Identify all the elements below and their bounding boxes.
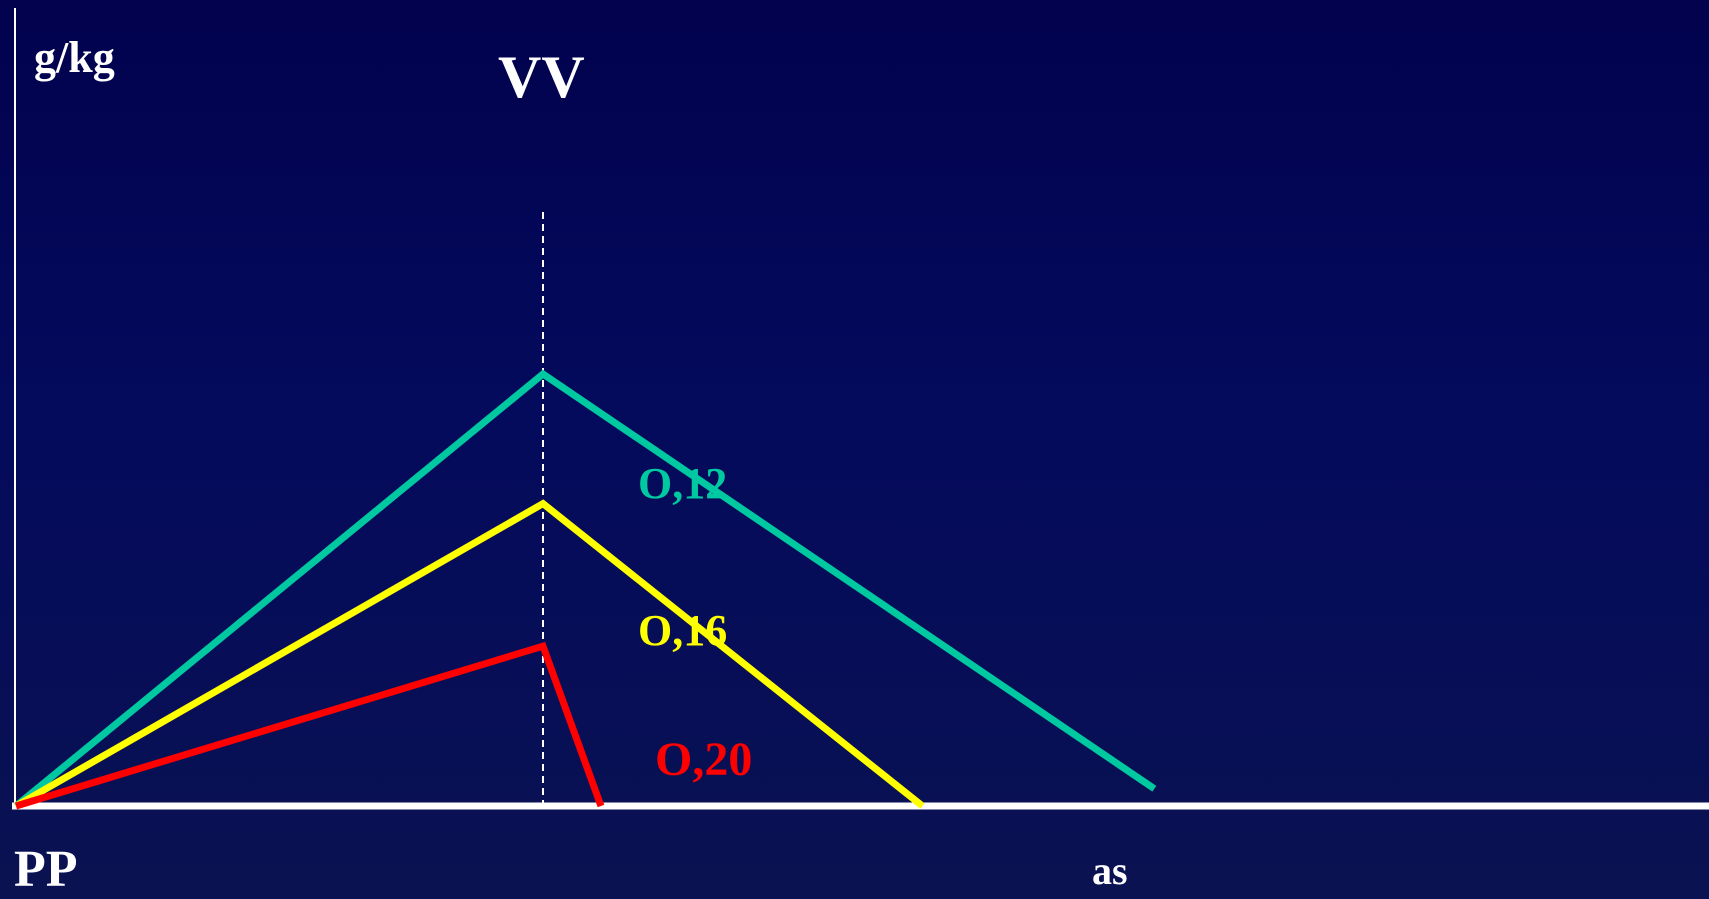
series-label-3: O,20 <box>655 733 752 786</box>
series-label-2: O,16 <box>638 606 727 655</box>
series-line-1 <box>13 369 1157 809</box>
origin-label: PP <box>14 841 78 898</box>
label-group: g/kg VV PP as <box>14 33 1128 898</box>
series-group: O,12 O,16 O,20 <box>13 369 1157 810</box>
series-line-2 <box>14 499 925 810</box>
series-line-3 <box>14 641 605 810</box>
peak-label: VV <box>498 44 585 110</box>
y-unit-label: g/kg <box>34 33 115 82</box>
series-label-1: O,12 <box>638 459 727 508</box>
x-axis-label: as <box>1092 848 1128 893</box>
